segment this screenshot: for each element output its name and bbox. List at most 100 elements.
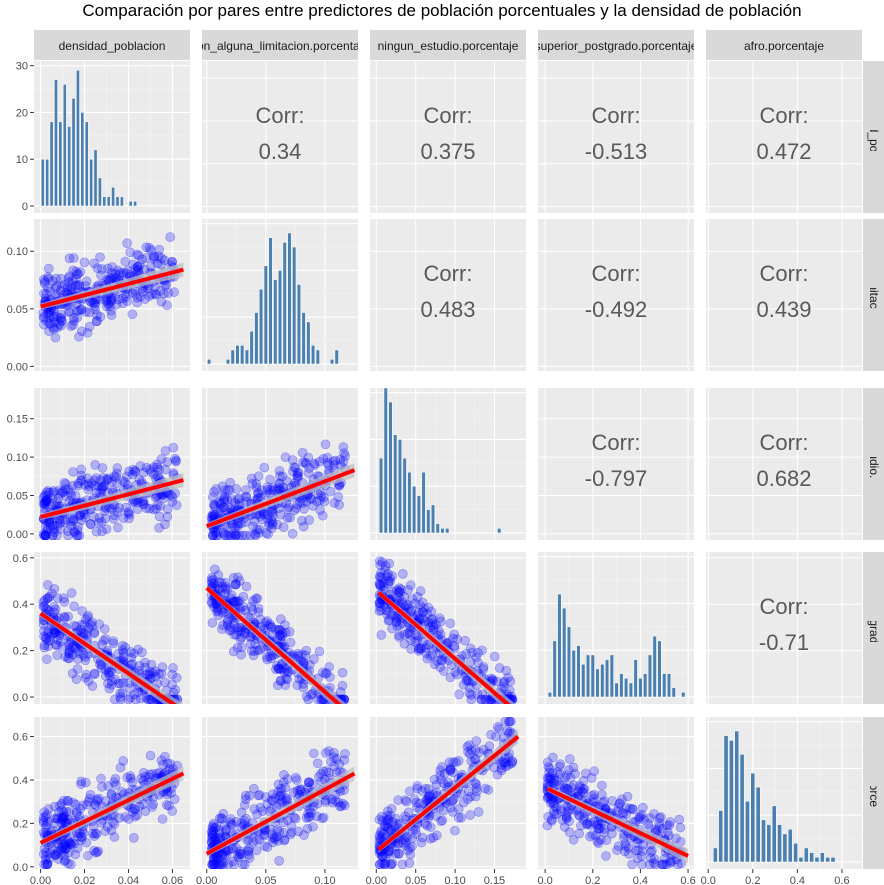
scatter-point [421, 795, 432, 806]
histogram-bar [388, 401, 393, 534]
scatter-point [106, 825, 117, 836]
scatter-point [666, 856, 677, 867]
scatter-point [228, 596, 239, 607]
scatter-point [453, 813, 464, 823]
scatter-point [279, 835, 290, 846]
histogram-bar [426, 509, 431, 534]
scatter-point [400, 811, 410, 822]
scatter-point [86, 478, 97, 488]
panel-r4-c4 [706, 717, 862, 869]
scatter-point [460, 635, 470, 646]
scatter-point [60, 838, 70, 849]
scatter-point [578, 776, 589, 786]
scatter-point [471, 779, 481, 790]
panel-background [538, 219, 694, 371]
scatter-point [646, 853, 656, 864]
scatter-point [568, 762, 579, 773]
scatter-point [230, 596, 241, 607]
scatter-point [219, 850, 230, 861]
scatter-point [506, 717, 516, 727]
scatter-point [245, 632, 256, 642]
scatter-point [295, 786, 306, 796]
scatter-point [288, 787, 299, 798]
panel-background [538, 388, 694, 540]
scatter-point [110, 674, 120, 685]
histogram-bar [315, 349, 320, 365]
scatter-point [226, 530, 237, 540]
scatter-point [387, 586, 398, 597]
scatter-point [163, 288, 174, 298]
scatter-point [224, 485, 235, 496]
scatter-point [167, 679, 177, 690]
histogram-bar [557, 593, 562, 698]
scatter-point [549, 809, 560, 820]
scatter-point [547, 768, 558, 778]
scatter-point [491, 731, 501, 742]
scatter-point [400, 837, 411, 847]
scatter-point [52, 593, 63, 603]
scatter-point [99, 635, 109, 646]
scatter-point [80, 655, 91, 666]
scatter-point [255, 802, 266, 813]
histogram-bar [230, 349, 235, 365]
scatter-point [321, 766, 332, 776]
scatter-point [634, 814, 645, 825]
scatter-point [416, 643, 427, 653]
scatter-point [335, 801, 345, 812]
scatter-point [297, 515, 307, 526]
scatter-point [123, 508, 133, 518]
scatter-point [621, 809, 631, 819]
scatter-point [241, 813, 251, 824]
scatter-point [81, 669, 91, 680]
scatter-point [208, 530, 218, 540]
scatter-point [226, 819, 237, 830]
scatter-point [89, 480, 100, 491]
scatter-point [51, 813, 62, 824]
scatter-point [418, 637, 428, 647]
scatter-point [293, 651, 304, 661]
scatter-point [428, 832, 439, 843]
x-axis-tick-label: 0.06 [162, 875, 183, 885]
scatter-point [378, 581, 389, 591]
scatter-point [71, 266, 81, 277]
scatter-point [127, 807, 138, 817]
scatter-point [262, 482, 273, 492]
scatter-point [159, 288, 169, 299]
histogram-bar [383, 388, 388, 534]
scatter-point [273, 836, 284, 846]
scatter-point [458, 797, 469, 808]
scatter-point [665, 817, 676, 827]
scatter-point [325, 486, 336, 497]
scatter-point [244, 790, 255, 801]
scatter-point [59, 844, 70, 855]
histogram-bar [235, 345, 240, 365]
scatter-point [213, 610, 224, 621]
scatter-point [155, 501, 166, 511]
scatter-point [665, 855, 676, 866]
scatter-point [644, 859, 655, 869]
histogram-bar [296, 284, 301, 365]
scatter-point [601, 835, 612, 846]
scatter-point [384, 845, 395, 856]
scatter-point [216, 813, 227, 823]
scatter-point [664, 820, 675, 830]
scatter-point [425, 833, 436, 844]
scatter-point [425, 651, 436, 661]
scatter-point [77, 606, 87, 616]
scatter-point [89, 258, 99, 269]
histogram-bar [681, 692, 686, 698]
scatter-point [158, 759, 168, 770]
scatter-point [392, 621, 402, 631]
x-axis-tick-label: 0.02 [74, 875, 95, 885]
corr-value: 0.439 [756, 297, 811, 322]
scatter-point [161, 279, 172, 290]
scatter-point [405, 629, 415, 640]
scatter-point [91, 526, 102, 537]
scatter-point [49, 628, 60, 638]
histogram-bar [566, 626, 571, 698]
scatter-point [277, 631, 288, 641]
scatter-point [160, 446, 171, 456]
scatter-point [107, 295, 117, 305]
scatter-point [374, 814, 385, 825]
scatter-point [272, 825, 283, 836]
